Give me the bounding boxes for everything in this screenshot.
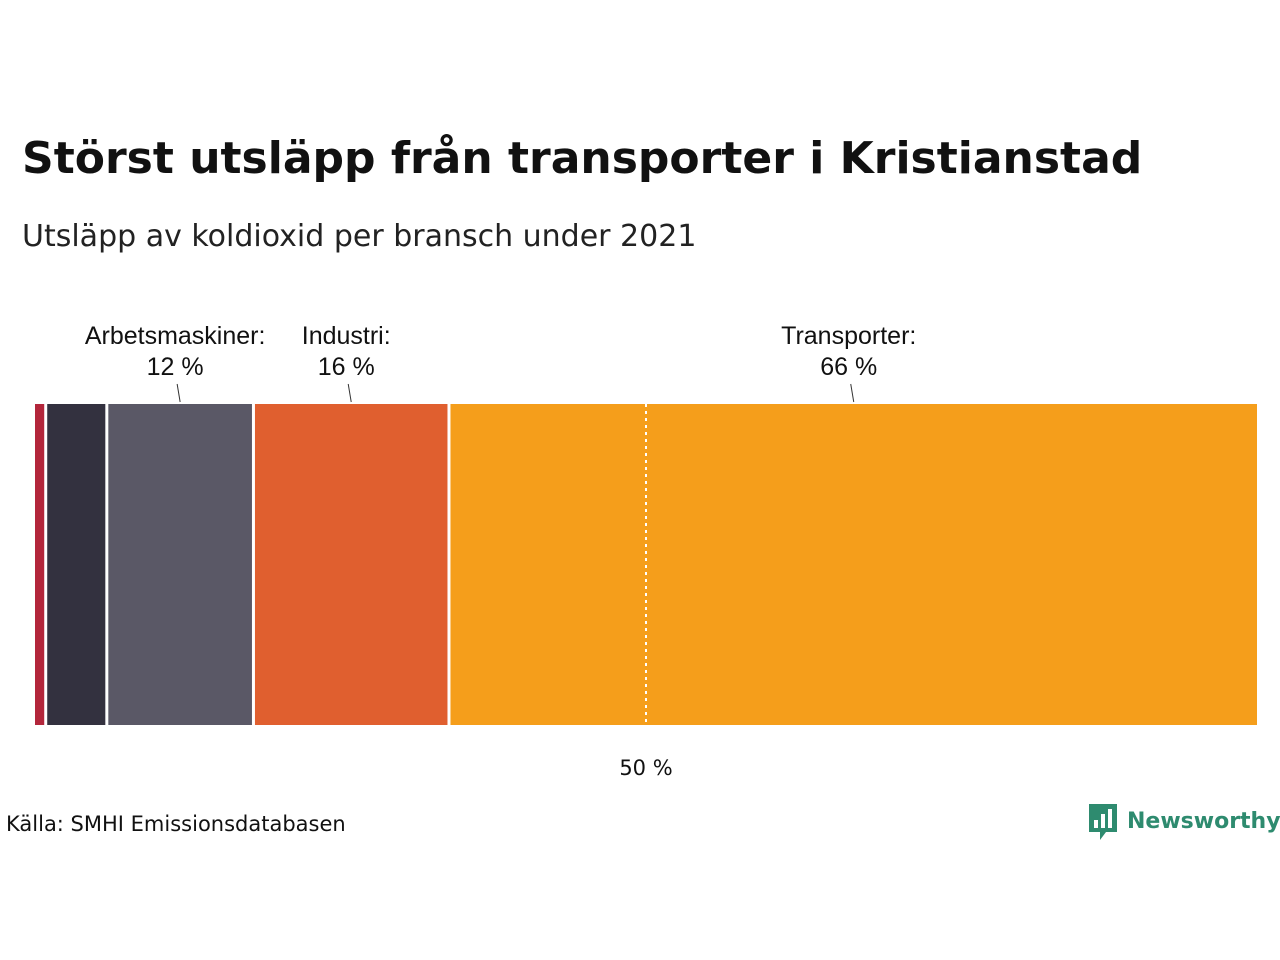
stacked-bar-chart: Arbetsmaskiner: 12 % Industri: 16 % Transpor… <box>35 322 1258 780</box>
logo-bar-2 <box>1101 814 1105 828</box>
bar-segment-arbetsmaskiner <box>108 404 252 725</box>
newsworthy-logo-icon <box>1089 804 1117 840</box>
segment-value-label: 66 % <box>820 353 877 381</box>
segment-label: Arbetsmaskiner: <box>85 322 266 350</box>
bar-segment--vrigt <box>47 404 106 725</box>
source-note: Källa: SMHI Emissionsdatabasen <box>6 812 346 836</box>
segment-label: Industri: <box>302 322 391 350</box>
label-leader-line <box>850 383 855 403</box>
segment-value-label: 16 % <box>318 353 375 381</box>
reference-line-label: 50 % <box>619 756 672 780</box>
chart-subtitle: Utsläpp av koldioxid per bransch under 2… <box>22 219 697 254</box>
chart-title: Störst utsläpp från transporter i Kristi… <box>22 133 1143 184</box>
label-leader-line <box>347 383 352 403</box>
logo-bar-3 <box>1108 809 1112 828</box>
bar-segment-transporter <box>450 404 1258 725</box>
bar-segment--vrigt <box>35 404 45 725</box>
logo-bar-1 <box>1094 820 1098 828</box>
label-leader-line <box>176 383 181 403</box>
segment-value-label: 12 % <box>147 353 204 381</box>
bar-segment-industri <box>254 404 448 725</box>
segment-label: Transporter: <box>781 322 916 350</box>
brand-name: Newsworthy <box>1127 809 1280 834</box>
newsworthy-logo: Newsworthy <box>1088 802 1280 842</box>
